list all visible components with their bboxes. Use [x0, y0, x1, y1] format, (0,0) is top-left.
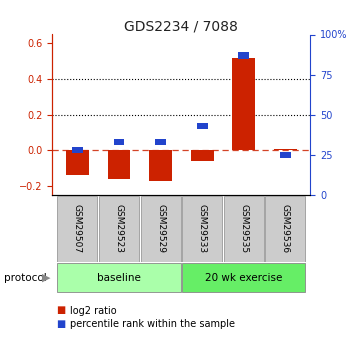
Bar: [232, 58, 255, 150]
Text: ▶: ▶: [42, 273, 50, 283]
Bar: [265, 196, 305, 262]
Bar: [57, 196, 97, 262]
Bar: [274, 149, 297, 150]
Bar: [182, 196, 222, 262]
Text: 20 wk exercise: 20 wk exercise: [205, 273, 283, 283]
Text: GSM29536: GSM29536: [281, 204, 290, 253]
Text: GSM29533: GSM29533: [198, 204, 207, 253]
Text: ■: ■: [56, 306, 65, 315]
Bar: [140, 196, 180, 262]
Text: protocol: protocol: [4, 273, 46, 283]
Bar: [238, 52, 249, 59]
Text: log2 ratio: log2 ratio: [70, 306, 117, 315]
Bar: [57, 264, 180, 292]
Bar: [280, 151, 291, 158]
Bar: [66, 150, 89, 175]
Bar: [191, 150, 214, 161]
Text: ■: ■: [56, 319, 65, 329]
Bar: [155, 139, 166, 145]
Text: percentile rank within the sample: percentile rank within the sample: [70, 319, 235, 329]
Bar: [72, 147, 83, 153]
Title: GDS2234 / 7088: GDS2234 / 7088: [125, 19, 238, 33]
Text: GSM29529: GSM29529: [156, 204, 165, 253]
Bar: [197, 123, 208, 129]
Text: GSM29523: GSM29523: [114, 204, 123, 253]
Bar: [108, 150, 130, 179]
Bar: [182, 264, 305, 292]
Bar: [99, 196, 139, 262]
Bar: [114, 139, 125, 145]
Text: baseline: baseline: [97, 273, 141, 283]
Bar: [149, 150, 172, 181]
Bar: [224, 196, 264, 262]
Text: GSM29535: GSM29535: [239, 204, 248, 253]
Text: GSM29507: GSM29507: [73, 204, 82, 253]
